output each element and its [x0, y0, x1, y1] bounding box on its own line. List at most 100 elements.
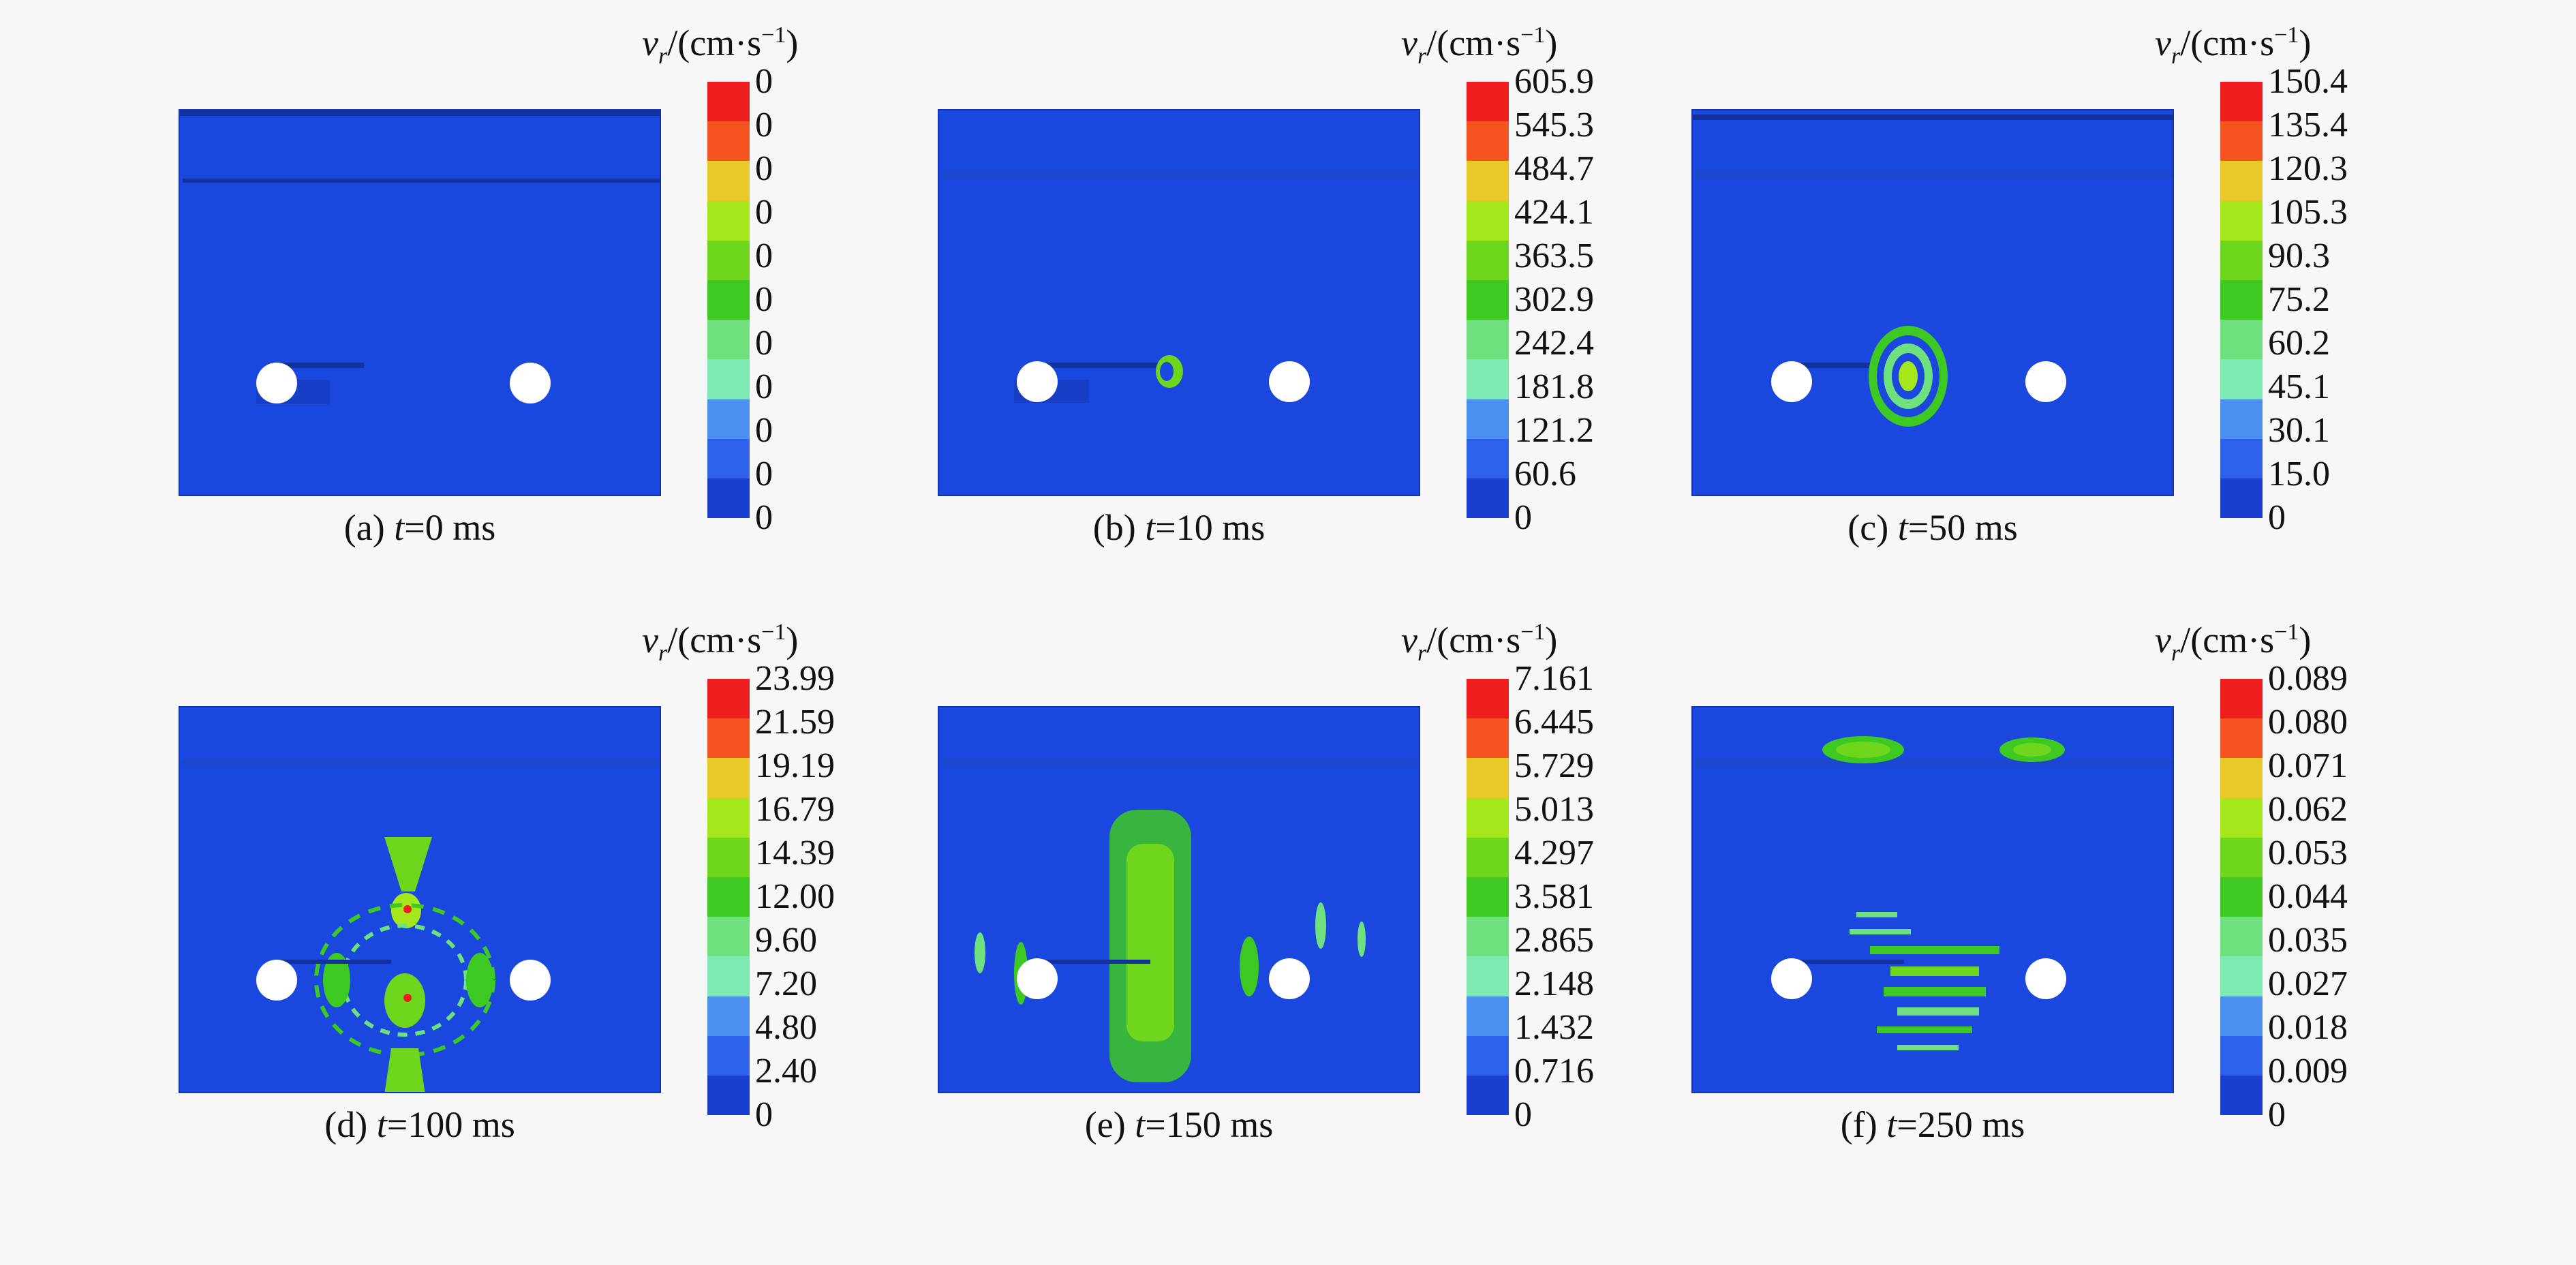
colorbar-segment: [1467, 279, 1509, 320]
colorbar-segment: [707, 797, 750, 838]
colorbar-segment: [1467, 956, 1509, 996]
colorbar-tick: 5.729: [1514, 746, 1594, 785]
colorbar-tick: 0: [1514, 498, 1532, 537]
colorbar-tick: 424.1: [1514, 193, 1594, 232]
colorbar: [2220, 679, 2263, 1116]
colorbar-segment: [2220, 438, 2263, 478]
colorbar-segment: [1467, 359, 1509, 399]
colorbar-segment: [2220, 679, 2263, 719]
panel-caption: (d) t=100 ms: [324, 1104, 515, 1145]
colorbar-segment: [707, 320, 750, 360]
colorbar-tick: 0: [755, 1095, 773, 1134]
colorbar-segment: [2220, 320, 2263, 360]
colorbar-segment: [707, 679, 750, 719]
colorbar-segment: [707, 240, 750, 280]
colorbar-tick: 363.5: [1514, 237, 1594, 275]
colorbar-title: vr/(cm·s−1): [642, 620, 799, 666]
colorbar-segment: [2220, 121, 2263, 162]
colorbar-segment: [1467, 438, 1509, 478]
colorbar-segment: [707, 161, 750, 201]
colorbar-tick: 0: [755, 149, 773, 188]
colorbar-ticks: 7.161 6.445 5.729 5.013 4.297 3.581 2.86…: [1514, 661, 1623, 1133]
colorbar-tick: 0.027: [2268, 964, 2348, 1003]
colorbar-segment: [707, 1035, 750, 1076]
colorbar-tick: 302.9: [1514, 280, 1594, 319]
panel-caption: (f) t=250 ms: [1840, 1104, 2025, 1145]
colorbar-segment: [1467, 82, 1509, 122]
colorbar-tick: 0: [2268, 1095, 2286, 1134]
colorbar-tick: 14.39: [755, 834, 835, 872]
colorbar-tick: 0: [1514, 1095, 1532, 1134]
colorbar-segment: [1467, 837, 1509, 877]
colorbar-segment: [2220, 797, 2263, 838]
colorbar-segment: [2220, 399, 2263, 439]
velocity-field-plot: [179, 109, 661, 496]
colorbar-segment: [2220, 279, 2263, 320]
colorbar-segment: [2220, 200, 2263, 241]
colorbar-segment: [707, 399, 750, 439]
colorbar-tick: 150.4: [2268, 62, 2348, 101]
colorbar-segment: [1467, 877, 1509, 917]
colorbar-segment: [707, 478, 750, 519]
colorbar-segment: [707, 200, 750, 241]
colorbar-segment: [2220, 837, 2263, 877]
colorbar-tick: 12.00: [755, 877, 835, 916]
colorbar-tick: 16.79: [755, 790, 835, 829]
colorbar-segment: [2220, 1075, 2263, 1116]
colorbar-tick: 605.9: [1514, 62, 1594, 101]
colorbar-tick: 0: [755, 455, 773, 493]
panel-d: vr/(cm·s−1) 23.99 21.59 19.19 16.79 14.3…: [179, 620, 860, 1265]
colorbar-segment: [2220, 82, 2263, 122]
colorbar-tick: 3.581: [1514, 877, 1594, 916]
colorbar-title: vr/(cm·s−1): [1401, 620, 1558, 666]
colorbar-tick: 484.7: [1514, 149, 1594, 188]
colorbar-tick: 75.2: [2268, 280, 2330, 319]
colorbar-tick: 545.3: [1514, 106, 1594, 144]
colorbar-segment: [707, 121, 750, 162]
velocity-field-plot: [938, 109, 1420, 496]
colorbar-title: vr/(cm·s−1): [1401, 22, 1558, 69]
colorbar-segment: [1467, 1035, 1509, 1076]
colorbar-tick: 0.071: [2268, 746, 2348, 785]
colorbar-segment: [707, 837, 750, 877]
colorbar-segment: [1467, 240, 1509, 280]
colorbar-tick: 0.062: [2268, 790, 2348, 829]
colorbar-tick: 0: [755, 280, 773, 319]
colorbar-tick: 21.59: [755, 703, 835, 742]
velocity-field-plot: [1691, 109, 2174, 496]
colorbar-tick: 90.3: [2268, 237, 2330, 275]
colorbar-tick: 45.1: [2268, 367, 2330, 406]
colorbar-tick: 120.3: [2268, 149, 2348, 188]
colorbar-tick: 2.148: [1514, 964, 1594, 1003]
colorbar-segment: [707, 279, 750, 320]
colorbar-segment: [707, 438, 750, 478]
colorbar-segment: [2220, 359, 2263, 399]
colorbar-tick: 105.3: [2268, 193, 2348, 232]
colorbar-segment: [1467, 320, 1509, 360]
colorbar-ticks: 23.99 21.59 19.19 16.79 14.39 12.00 9.60…: [755, 661, 864, 1133]
panel-caption: (a) t=0 ms: [343, 507, 496, 548]
colorbar-segment: [2220, 718, 2263, 759]
panel-f: vr/(cm·s−1) 0.089 0.080 0.071 0.062 0.05…: [1691, 620, 2373, 1265]
colorbar-segment: [707, 917, 750, 957]
colorbar-tick: 0.716: [1514, 1052, 1594, 1091]
colorbar-tick: 4.80: [755, 1008, 817, 1047]
panel-e: vr/(cm·s−1) 7.161 6.445 5.729 5.013 4.29…: [938, 620, 1619, 1265]
colorbar-segment: [1467, 1075, 1509, 1116]
colorbar-tick: 121.2: [1514, 411, 1594, 450]
colorbar-tick: 7.161: [1514, 659, 1594, 698]
colorbar-segment: [1467, 399, 1509, 439]
colorbar-tick: 0.044: [2268, 877, 2348, 916]
colorbar-tick: 181.8: [1514, 367, 1594, 406]
colorbar-tick: 0: [2268, 498, 2286, 537]
colorbar-segment: [1467, 121, 1509, 162]
colorbar-tick: 5.013: [1514, 790, 1594, 829]
colorbar-segment: [707, 956, 750, 996]
colorbar-segment: [1467, 679, 1509, 719]
velocity-field-plot: [179, 706, 661, 1093]
colorbar-segment: [2220, 956, 2263, 996]
colorbar-ticks: 0.089 0.080 0.071 0.062 0.053 0.044 0.03…: [2268, 661, 2377, 1133]
colorbar-tick: 1.432: [1514, 1008, 1594, 1047]
colorbar-segment: [2220, 996, 2263, 1036]
colorbar-segment: [1467, 996, 1509, 1036]
